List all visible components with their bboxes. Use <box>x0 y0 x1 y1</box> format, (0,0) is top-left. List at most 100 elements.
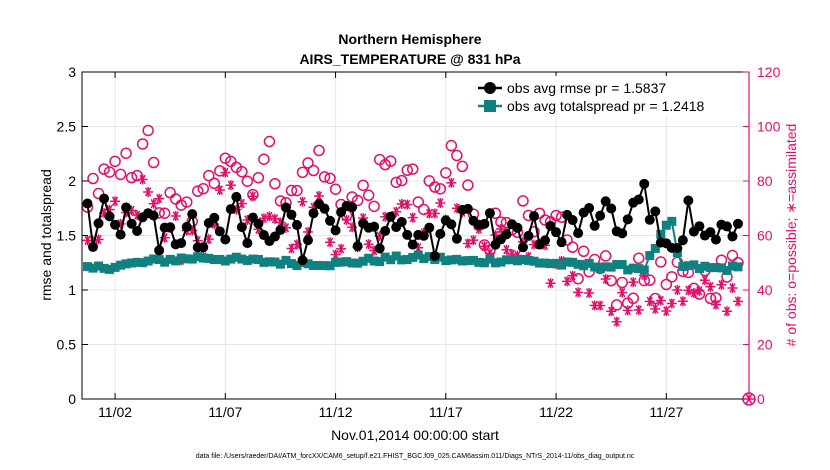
spread-point <box>176 253 186 263</box>
y-tick-label-right: 120 <box>757 64 781 80</box>
rmse-point <box>297 255 308 266</box>
assimilated-obs-point <box>633 304 644 315</box>
spread-point <box>138 258 148 268</box>
rmse-point <box>683 195 694 206</box>
y-tick-label-left: 1.5 <box>57 228 77 244</box>
assimilated-obs-point <box>214 185 225 196</box>
rmse-point <box>225 204 236 215</box>
spread-point <box>171 256 181 266</box>
spread-point <box>309 260 319 270</box>
possible-obs-point <box>434 183 447 195</box>
possible-obs-point <box>219 152 232 164</box>
legend-rmse-marker <box>484 82 496 94</box>
spread-point <box>546 259 556 269</box>
spread-point <box>733 262 743 272</box>
rmse-point <box>424 222 435 233</box>
x-axis-label: Nov.01,2014 00:00:00 start <box>331 427 499 443</box>
assimilated-obs-point <box>562 276 573 287</box>
assimilated-obs-point <box>705 281 716 292</box>
spread-point <box>182 254 192 264</box>
possible-obs-point <box>599 250 612 262</box>
x-tick-label: 11/27 <box>649 404 683 420</box>
rmse-point <box>705 227 716 238</box>
spread-point <box>165 254 175 264</box>
possible-obs-point <box>633 252 645 265</box>
spread-point <box>154 255 164 265</box>
spread-point <box>193 252 203 262</box>
spread-point <box>535 258 545 268</box>
rmse-point <box>126 218 137 229</box>
rmse-point <box>396 216 407 227</box>
spread-point <box>435 252 445 262</box>
assimilated-obs-point <box>567 270 578 281</box>
assimilated-obs-point <box>721 306 732 317</box>
spread-point <box>463 256 473 266</box>
assimilated-obs-point <box>429 208 440 219</box>
assimilated-obs-point <box>606 306 617 317</box>
possible-obs-point <box>704 292 717 305</box>
spread-point <box>424 252 434 262</box>
rmse-point <box>286 209 297 220</box>
possible-obs-point <box>351 194 364 207</box>
spread-point <box>485 254 495 264</box>
spread-point <box>441 256 451 266</box>
spread-point <box>722 265 732 275</box>
spread-point <box>540 258 550 268</box>
spread-point <box>292 261 302 271</box>
spread-point <box>198 253 208 263</box>
rmse-point <box>694 221 705 232</box>
spread-point <box>303 259 313 269</box>
rmse-point <box>727 231 738 242</box>
possible-obs-point <box>329 183 342 195</box>
spread-point <box>557 260 567 270</box>
rmse-point <box>567 215 578 226</box>
assimilated-obs-point <box>595 300 606 311</box>
spread-point <box>380 252 390 262</box>
x-tick-label: 11/07 <box>208 404 242 420</box>
possible-obs-point <box>462 179 474 191</box>
rmse-point <box>451 233 462 244</box>
spread-point <box>127 258 137 268</box>
rmse-point <box>600 196 611 207</box>
possible-obs-point <box>616 276 628 289</box>
spread-point <box>601 262 611 272</box>
rmse-point <box>198 242 209 253</box>
rmse-point <box>148 210 159 221</box>
assimilated-obs-point <box>655 295 666 306</box>
assimilated-obs-point <box>148 198 159 209</box>
possible-obs-point <box>175 199 187 211</box>
spread-point <box>242 255 252 265</box>
spread-point <box>650 243 660 253</box>
assimilated-obs-point <box>611 316 622 327</box>
rmse-point <box>220 234 231 245</box>
assimilated-obs-point <box>424 208 435 219</box>
spread-point <box>419 254 429 264</box>
y-tick-label-right: 100 <box>757 119 781 135</box>
spread-point <box>457 256 467 266</box>
spread-point <box>187 254 197 264</box>
spread-point <box>121 259 131 269</box>
assimilated-obs-point <box>600 274 611 285</box>
spread-point <box>160 257 170 267</box>
possible-obs-point <box>368 200 380 213</box>
spread-point <box>496 257 506 267</box>
rmse-point <box>347 202 358 213</box>
rmse-point <box>236 222 247 233</box>
spread-point <box>468 255 478 265</box>
possible-obs-point <box>208 177 221 190</box>
spread-point <box>479 258 489 268</box>
spread-point <box>711 263 721 273</box>
spread-point <box>99 263 109 273</box>
spread-point <box>342 257 352 267</box>
possible-obs-point <box>550 209 562 222</box>
spread-point <box>568 257 578 267</box>
assimilated-obs-point <box>622 305 633 316</box>
assimilated-obs-point <box>710 299 721 310</box>
spread-point <box>562 257 572 267</box>
spread-point <box>645 251 655 261</box>
spread-point <box>667 216 677 226</box>
possible-obs-point <box>517 195 529 207</box>
rmse-point <box>523 230 534 241</box>
possible-obs-point <box>440 167 452 179</box>
possible-obs-point <box>285 184 298 197</box>
